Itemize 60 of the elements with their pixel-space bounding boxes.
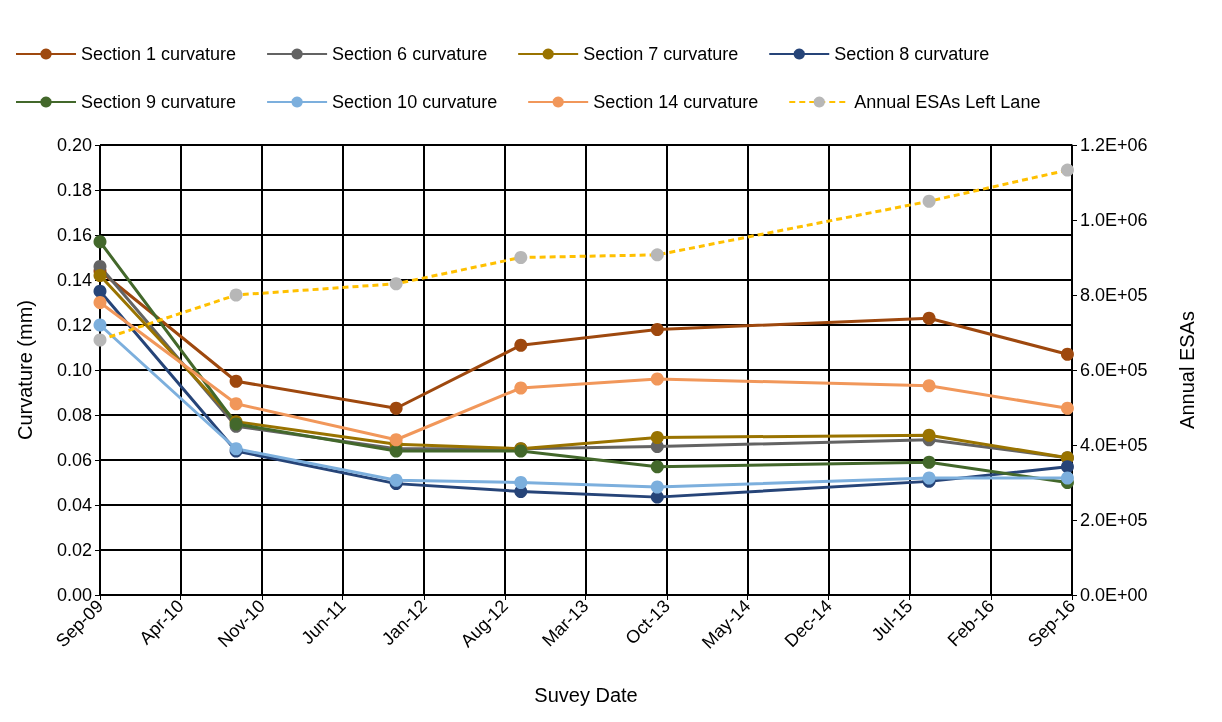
point [1060, 401, 1074, 415]
point [922, 311, 936, 325]
point [650, 480, 664, 494]
point [650, 372, 664, 386]
y-tick-label: 0.02 [56, 540, 92, 560]
legend-label: Section 14 curvature [593, 92, 759, 112]
point [1060, 460, 1074, 474]
y-tick-label: 0.18 [56, 180, 92, 200]
y2-tick-label: 1.0E+06 [1080, 210, 1148, 230]
point [922, 194, 936, 208]
point [93, 284, 107, 298]
point [514, 381, 528, 395]
point [389, 473, 403, 487]
point [93, 269, 107, 282]
y-tick-label: 0.20 [56, 135, 92, 155]
point [650, 323, 664, 336]
y-tick-label: 0.16 [56, 225, 92, 245]
point [229, 397, 243, 411]
y2-tick-label: 1.2E+06 [1080, 135, 1148, 155]
point [93, 235, 107, 249]
point [229, 288, 243, 302]
point [650, 431, 664, 444]
y-axis-title: Curvature (mm) [14, 299, 36, 441]
point [514, 476, 528, 489]
point [93, 318, 107, 332]
y-tick-label: 0.08 [56, 405, 92, 425]
y2-axis-title: Annual ESAs [1176, 311, 1198, 429]
legend-label: Section 9 curvature [81, 92, 237, 112]
y2-tick-label: 0.0E+00 [1080, 585, 1148, 605]
point [922, 455, 936, 469]
y-tick-label: 0.06 [56, 450, 92, 470]
point [93, 296, 107, 309]
legend-label: Section 1 curvature [81, 44, 237, 64]
y-tick-label: 0.10 [56, 360, 92, 380]
point [1060, 347, 1074, 361]
point [650, 248, 664, 262]
point [922, 428, 936, 442]
point [514, 338, 528, 352]
point [1060, 471, 1074, 485]
legend-label: Section 6 curvature [332, 44, 488, 64]
x-axis-title: Suvey Date [534, 684, 638, 706]
legend-label: Section 7 curvature [583, 44, 739, 64]
legend-label: Section 8 curvature [834, 44, 990, 64]
point [389, 401, 403, 415]
y2-tick-label: 6.0E+05 [1080, 360, 1148, 380]
point [650, 460, 664, 474]
y2-tick-label: 8.0E+05 [1080, 285, 1148, 305]
legend-label: Section 10 curvature [332, 92, 498, 112]
point [922, 379, 936, 393]
y-tick-label: 0.14 [56, 270, 92, 290]
point [1060, 163, 1074, 177]
point [93, 333, 107, 347]
legend-label: Annual ESAs Left Lane [854, 92, 1041, 112]
point [389, 277, 403, 291]
point [229, 374, 243, 388]
y-tick-label: 0.12 [56, 315, 92, 335]
point [514, 251, 528, 264]
y-tick-label: 0.04 [56, 495, 92, 515]
y2-tick-label: 2.0E+05 [1080, 510, 1148, 530]
y2-tick-label: 4.0E+05 [1080, 435, 1148, 455]
